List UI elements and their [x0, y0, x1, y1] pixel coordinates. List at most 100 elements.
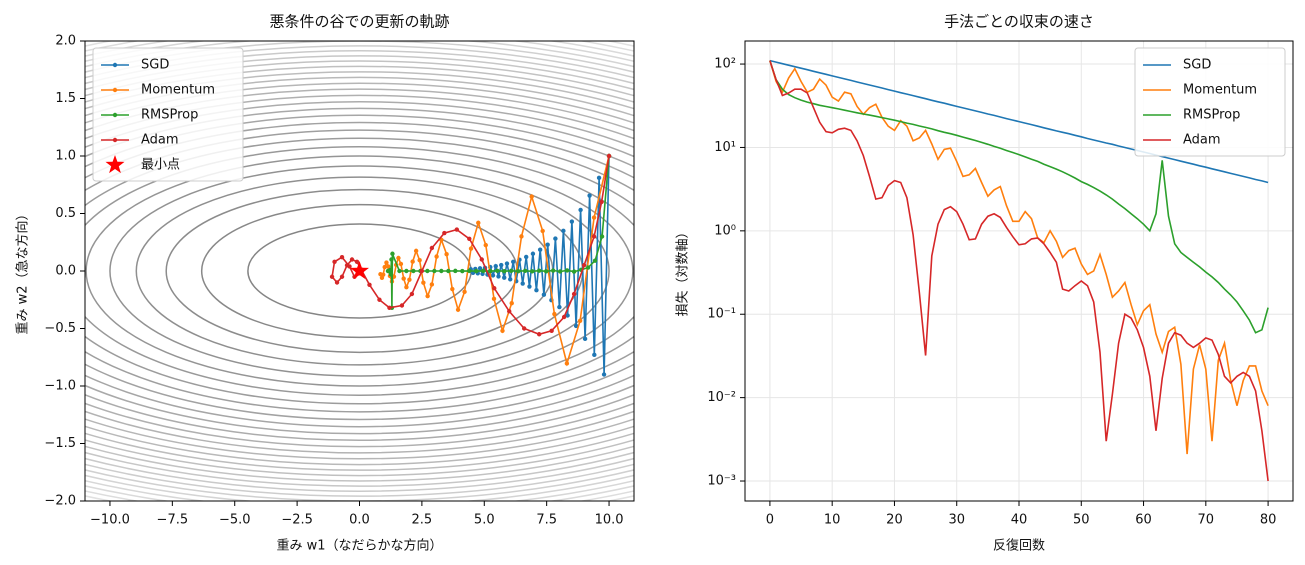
- legend-marker: [105, 155, 125, 174]
- point: [378, 272, 383, 277]
- point: [425, 268, 430, 274]
- y-tick-label: 10⁻³: [707, 474, 736, 489]
- point: [564, 361, 570, 366]
- point: [557, 304, 562, 310]
- x-tick-label: 40: [1011, 513, 1028, 528]
- point: [582, 336, 588, 342]
- contour-line: [85, 101, 634, 441]
- x-axis-label: 重み w1（なだらかな方向）: [276, 538, 442, 554]
- point: [569, 219, 575, 224]
- point: [561, 314, 567, 320]
- point: [493, 263, 498, 269]
- point: [585, 265, 591, 270]
- point: [581, 263, 587, 268]
- point: [573, 323, 579, 329]
- contour-line: [85, 55, 634, 487]
- x-tick-label: 7.5: [536, 513, 557, 528]
- point: [549, 328, 554, 333]
- point: [396, 255, 401, 261]
- series-line: [769, 59, 1269, 184]
- legend-box: [1134, 47, 1286, 157]
- x-tick-label: 10: [824, 513, 841, 528]
- y-axis-label: 損失（対数軸）: [676, 225, 691, 316]
- point: [516, 269, 521, 274]
- contour-line: [85, 146, 634, 396]
- legend-label: SGD: [141, 58, 169, 73]
- point: [385, 268, 391, 274]
- x-tick-label: 20: [886, 513, 903, 528]
- point: [527, 284, 532, 289]
- point: [545, 242, 550, 247]
- contour-line: [85, 65, 634, 477]
- point: [329, 274, 335, 279]
- contour-line: [85, 107, 634, 435]
- point: [432, 268, 437, 274]
- point: [398, 261, 404, 267]
- point: [442, 230, 447, 236]
- legend-box: [92, 47, 244, 182]
- point: [390, 251, 395, 256]
- point: [553, 236, 558, 241]
- point: [488, 268, 493, 274]
- point: [349, 257, 355, 262]
- point: [541, 292, 547, 297]
- legend-marker: [112, 62, 118, 68]
- x-tick-label: 30: [948, 513, 965, 528]
- point: [479, 257, 484, 262]
- point: [450, 286, 455, 292]
- point: [492, 286, 497, 291]
- point: [509, 301, 514, 306]
- contour-line: [85, 88, 634, 454]
- point: [367, 282, 372, 287]
- point: [388, 272, 394, 277]
- plot-frame: [84, 40, 635, 502]
- point: [399, 303, 405, 308]
- point: [462, 289, 467, 295]
- point: [387, 305, 392, 310]
- point: [339, 255, 345, 260]
- x-tick-label: −7.5: [157, 513, 189, 528]
- y-tick-label: 1.0: [55, 149, 76, 164]
- y-tick-label: 10⁻¹: [707, 307, 736, 322]
- legend: SGD Momentum RMSProp Adam: [1134, 47, 1286, 157]
- point: [377, 297, 382, 302]
- point: [421, 280, 426, 285]
- point: [578, 207, 583, 213]
- x-tick-label: 0: [766, 513, 774, 528]
- legend: SGD Momentum RMSProp Adam 最小点: [92, 47, 244, 182]
- series-line: [769, 60, 1269, 455]
- point: [522, 326, 527, 331]
- y-tick-label: 10⁻²: [707, 390, 736, 405]
- x-tick-label: −10.0: [90, 513, 130, 528]
- point: [382, 264, 387, 270]
- point: [410, 259, 415, 264]
- legend-label: RMSProp: [1183, 108, 1240, 123]
- contour-line: [85, 50, 634, 492]
- point: [404, 268, 409, 274]
- point: [425, 293, 430, 299]
- legend-label: 最小点: [141, 158, 180, 173]
- point: [499, 262, 504, 268]
- x-tick-label: 50: [1073, 513, 1090, 528]
- series-line: [769, 60, 1269, 334]
- point: [592, 352, 597, 358]
- point: [429, 282, 435, 287]
- point: [384, 260, 389, 265]
- plot-area: [769, 59, 1269, 482]
- series-line: [769, 60, 1269, 482]
- legend-label: Adam: [141, 133, 179, 148]
- x-tick-label: 5.0: [474, 513, 495, 528]
- point: [453, 268, 458, 274]
- point: [509, 268, 514, 273]
- point: [537, 247, 543, 252]
- x-tick-label: 60: [1135, 513, 1152, 528]
- point: [507, 309, 512, 314]
- point: [397, 268, 402, 274]
- contour-line: [85, 137, 634, 405]
- point: [561, 228, 566, 234]
- point: [599, 199, 604, 205]
- point: [565, 313, 570, 318]
- point: [467, 236, 472, 241]
